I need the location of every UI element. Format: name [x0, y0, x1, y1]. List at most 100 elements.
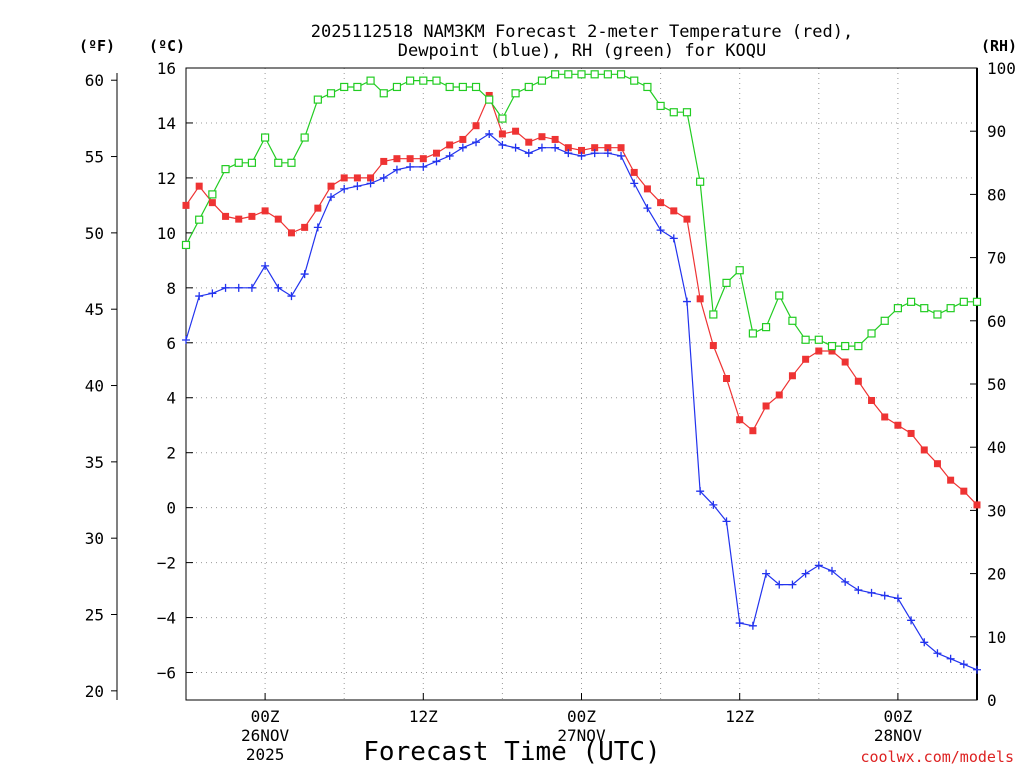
rh-point — [722, 278, 731, 287]
dewpoint-point — [353, 182, 362, 191]
dewpoint-point — [327, 193, 336, 202]
temperature-point — [947, 476, 955, 484]
dewpoint-point — [603, 149, 612, 158]
temperature-point — [406, 155, 414, 163]
rh-tick-label: 70 — [987, 249, 1006, 268]
rh-point — [854, 341, 863, 351]
axes: 1614121086420−2−4−6605550454035302520100… — [85, 59, 1016, 710]
dewpoint-point — [300, 270, 309, 279]
fahrenheit-tick-label: 55 — [85, 148, 104, 167]
rh-point — [761, 323, 771, 332]
x-axis-label: Forecast Time (UTC) — [363, 737, 660, 767]
temperature-point — [512, 127, 520, 135]
fahrenheit-tick-label: 45 — [85, 300, 104, 319]
rh-point — [814, 335, 823, 344]
temperature-point — [327, 182, 335, 190]
rh-point — [748, 329, 757, 338]
dewpoint-point — [907, 616, 916, 625]
celsius-tick-label: 4 — [166, 389, 176, 408]
rh-point — [893, 304, 903, 313]
dewpoint-point — [827, 566, 836, 575]
dewpoint-point — [577, 151, 586, 160]
rh-point — [392, 82, 402, 92]
dewpoint-point — [854, 586, 863, 595]
temperature-point — [432, 149, 440, 157]
rh-point — [485, 95, 494, 104]
celsius-tick-label: −6 — [157, 664, 176, 683]
rh-point — [906, 297, 916, 306]
temperature-point — [248, 212, 256, 220]
temperature-point — [261, 207, 269, 215]
rh-point — [366, 76, 375, 85]
dewpoint-point — [221, 283, 230, 292]
rh-tick-label: 80 — [987, 185, 1006, 204]
fahrenheit-tick-label: 20 — [85, 682, 104, 701]
rh-tick-label: 30 — [987, 501, 1006, 520]
rh-point — [696, 177, 705, 186]
x-tick-label-date: 27NOV — [557, 726, 606, 745]
rh-point — [972, 297, 982, 306]
rh-point — [564, 70, 573, 79]
temperature-point — [604, 144, 612, 152]
rh-point — [880, 316, 889, 325]
temperature-point — [287, 229, 295, 237]
rh-point — [827, 341, 837, 351]
temperature-point — [868, 396, 876, 404]
rh-point — [946, 304, 955, 313]
rh-point — [181, 240, 191, 250]
dewpoint-point — [234, 283, 243, 292]
temperature-point — [591, 144, 599, 152]
dewpoint-point — [274, 283, 283, 292]
dewpoint-point — [458, 143, 467, 152]
rh-point — [419, 76, 428, 85]
dewpoint-point — [801, 569, 810, 578]
x-tick-label-time: 00Z — [883, 707, 912, 726]
rh-point — [208, 190, 217, 199]
celsius-tick-label: 12 — [157, 169, 176, 188]
temperature-point — [393, 155, 401, 163]
fahrenheit-tick-label: 40 — [85, 377, 104, 396]
dewpoint-point — [959, 660, 968, 669]
dewpoint-point — [841, 577, 850, 586]
dewpoint-point — [709, 500, 718, 509]
temperature-point — [762, 402, 770, 410]
rh-tick-label: 90 — [987, 122, 1006, 141]
rh-point — [551, 70, 560, 79]
dewpoint-point — [366, 179, 375, 188]
temperature-point — [933, 460, 941, 468]
rh-point — [353, 82, 362, 92]
dewpoint-point — [973, 665, 981, 674]
dewpoint-point — [880, 591, 889, 600]
temperature-point — [894, 421, 902, 429]
x-tick-label-time: 00Z — [567, 707, 596, 726]
dewpoint-point — [419, 162, 428, 171]
rh-point — [775, 291, 784, 300]
dewpoint-point — [735, 619, 744, 628]
celsius-tick-label: 10 — [157, 224, 176, 243]
fahrenheit-tick-label: 30 — [85, 529, 104, 548]
dewpoint-point — [340, 184, 349, 193]
fahrenheit-tick-label: 50 — [85, 224, 104, 243]
temperature-point — [920, 446, 928, 454]
celsius-tick-label: 8 — [166, 279, 176, 298]
temperature-point — [815, 347, 823, 355]
rh-tick-label: 10 — [987, 628, 1006, 647]
dewpoint-point — [551, 143, 560, 152]
dewpoint-point — [920, 638, 929, 647]
series-markers — [181, 70, 982, 674]
temperature-point — [564, 144, 572, 152]
fahrenheit-tick-label: 25 — [85, 606, 104, 625]
rh-point — [603, 70, 612, 79]
temperature-point — [222, 212, 230, 220]
dewpoint-point — [617, 151, 626, 160]
temperature-point — [314, 204, 322, 212]
rh-point — [234, 158, 243, 167]
dewpoint-point — [432, 157, 441, 166]
celsius-unit-label: (ºC) — [149, 37, 185, 55]
rh-point — [537, 76, 547, 85]
dewpoint-point — [630, 179, 639, 188]
temperature-point — [907, 429, 915, 437]
temperature-point — [578, 146, 585, 154]
dewpoint-point — [313, 223, 322, 232]
